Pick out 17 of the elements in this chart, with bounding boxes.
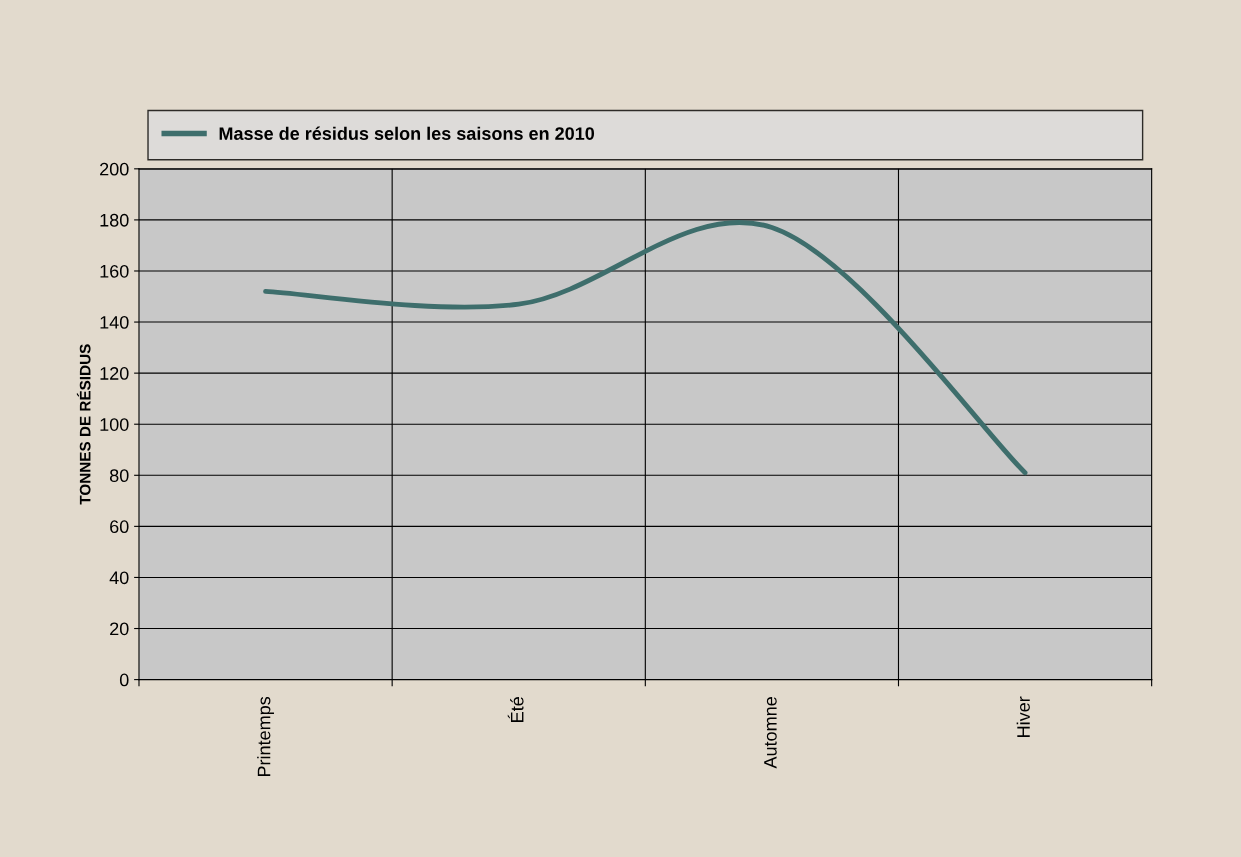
x-tick-label: Printemps bbox=[257, 696, 274, 777]
y-tick-label: 0 bbox=[119, 673, 129, 687]
x-tick-label: Hiver bbox=[1016, 696, 1030, 737]
y-tick-label: 40 bbox=[109, 571, 129, 585]
y-tick-label: 180 bbox=[100, 213, 129, 227]
y-tick-label: 200 bbox=[100, 162, 129, 176]
y-axis-title: TONNES DE RÉSIDUS bbox=[76, 344, 91, 505]
y-tick-label: 20 bbox=[110, 622, 129, 636]
y-tick-label: 100 bbox=[100, 418, 129, 431]
y-tick-label: 80 bbox=[109, 469, 129, 483]
x-tick-label: Été bbox=[507, 697, 524, 722]
x-tick-label: Automne bbox=[764, 697, 777, 769]
y-tick-label: 60 bbox=[110, 520, 129, 534]
legend-label: Masse de résidus selon les saisons en 2010 bbox=[219, 126, 595, 140]
y-tick-label: 140 bbox=[100, 316, 129, 329]
y-tick-label: 160 bbox=[100, 264, 129, 278]
y-tick-label: 120 bbox=[100, 367, 129, 380]
